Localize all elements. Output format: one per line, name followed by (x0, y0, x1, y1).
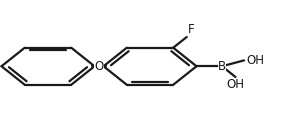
Text: O: O (94, 60, 103, 73)
Text: B: B (218, 60, 226, 73)
Text: F: F (188, 23, 195, 36)
Text: OH: OH (226, 78, 244, 91)
Text: OH: OH (247, 54, 265, 67)
